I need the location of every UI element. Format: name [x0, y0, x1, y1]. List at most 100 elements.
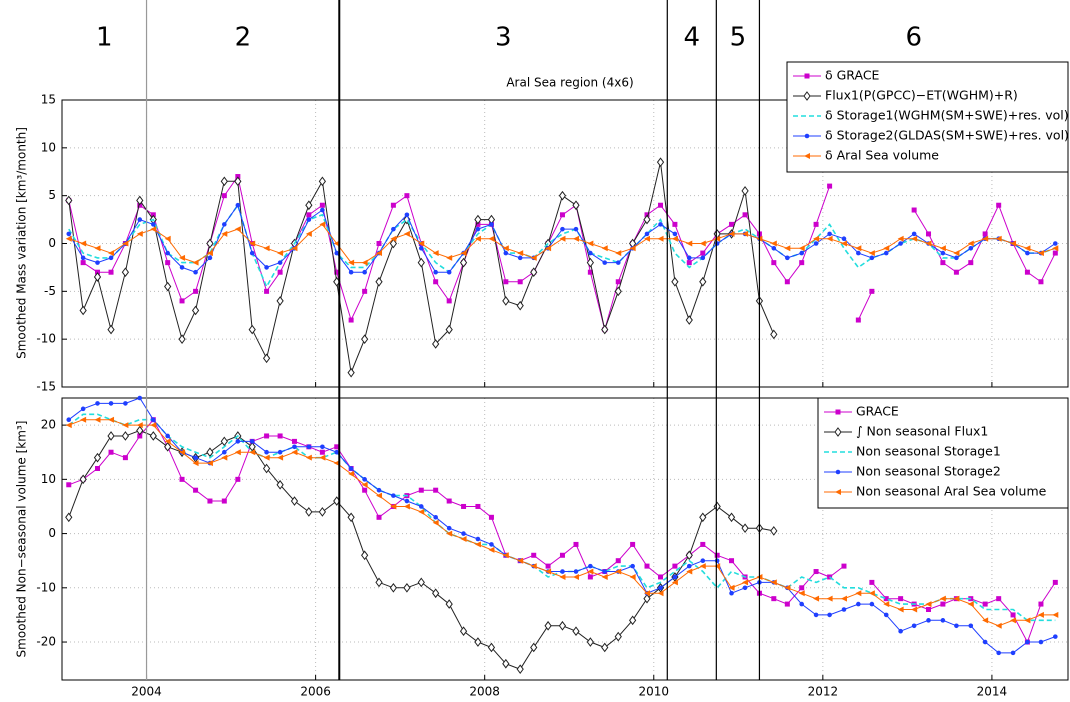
- marker: [785, 255, 790, 261]
- marker: [545, 563, 551, 569]
- marker: [883, 245, 890, 252]
- marker: [475, 503, 481, 509]
- marker: [700, 558, 706, 563]
- marker: [362, 477, 367, 482]
- marker: [1010, 617, 1017, 624]
- marker: [334, 444, 340, 450]
- marker: [65, 512, 73, 523]
- legend-label: δ Storage2(GLDAS(SM+SWE)+res. vol): [825, 128, 1069, 143]
- x-tick-label: 2008: [469, 685, 500, 699]
- marker: [560, 569, 565, 574]
- marker: [192, 460, 199, 467]
- marker: [714, 241, 720, 246]
- marker: [488, 514, 494, 520]
- marker: [262, 463, 271, 474]
- marker: [602, 260, 608, 265]
- marker: [362, 487, 368, 493]
- marker: [897, 235, 904, 242]
- marker: [390, 503, 397, 510]
- marker: [728, 230, 735, 237]
- marker: [291, 245, 298, 252]
- marker: [803, 91, 811, 101]
- marker: [79, 474, 87, 485]
- marker: [883, 612, 889, 618]
- marker: [277, 269, 283, 275]
- marker: [334, 250, 340, 256]
- marker: [898, 241, 903, 246]
- region-label: 1: [96, 23, 113, 53]
- marker: [221, 230, 228, 237]
- marker: [94, 245, 101, 252]
- marker: [869, 288, 875, 294]
- marker: [206, 250, 213, 257]
- marker: [686, 260, 692, 266]
- y-tick-label: -5: [44, 284, 56, 298]
- marker: [137, 395, 143, 401]
- marker: [911, 235, 918, 242]
- marker: [277, 449, 283, 455]
- marker: [179, 449, 186, 456]
- marker: [137, 433, 143, 439]
- marker: [165, 250, 170, 256]
- marker: [488, 235, 495, 242]
- marker: [982, 601, 988, 607]
- marker: [911, 207, 917, 213]
- marker: [771, 260, 777, 266]
- marker: [968, 245, 974, 251]
- marker: [249, 449, 256, 456]
- marker: [856, 601, 861, 607]
- marker: [333, 460, 340, 467]
- marker: [658, 222, 663, 227]
- marker: [996, 202, 1002, 208]
- marker: [475, 226, 481, 232]
- marker: [869, 579, 875, 585]
- marker: [587, 568, 594, 575]
- marker: [657, 590, 664, 597]
- x-tick-label: 2004: [131, 685, 162, 699]
- marker: [390, 202, 396, 208]
- marker: [347, 512, 355, 523]
- marker: [559, 235, 566, 242]
- marker: [898, 628, 903, 634]
- marker: [869, 601, 875, 607]
- marker: [1052, 245, 1059, 252]
- marker: [629, 615, 637, 626]
- marker: [714, 235, 721, 242]
- marker: [108, 449, 114, 455]
- marker: [487, 642, 496, 653]
- marker: [474, 235, 481, 242]
- marker: [65, 422, 72, 429]
- marker: [165, 260, 171, 266]
- marker: [235, 476, 241, 482]
- marker: [911, 623, 917, 629]
- marker: [417, 577, 425, 588]
- marker: [432, 339, 440, 349]
- marker: [813, 221, 819, 227]
- marker: [306, 212, 312, 218]
- plot-frame: [61, 397, 1069, 681]
- marker: [432, 519, 439, 526]
- marker: [348, 466, 354, 471]
- marker: [292, 444, 297, 450]
- marker: [559, 212, 565, 218]
- marker: [729, 221, 735, 227]
- marker: [446, 254, 453, 261]
- marker: [80, 406, 86, 412]
- marker: [799, 250, 805, 256]
- marker: [446, 530, 453, 537]
- marker: [65, 235, 72, 242]
- marker: [573, 569, 579, 574]
- marker: [700, 250, 706, 256]
- marker: [644, 231, 650, 237]
- marker: [502, 296, 510, 306]
- marker: [95, 401, 100, 406]
- marker: [446, 298, 452, 304]
- y-tick-label: -20: [36, 635, 56, 649]
- marker: [996, 650, 1001, 656]
- marker: [376, 250, 383, 257]
- marker: [121, 431, 130, 441]
- marker: [741, 186, 749, 196]
- marker: [418, 240, 425, 247]
- marker: [404, 212, 410, 218]
- marker: [883, 601, 890, 608]
